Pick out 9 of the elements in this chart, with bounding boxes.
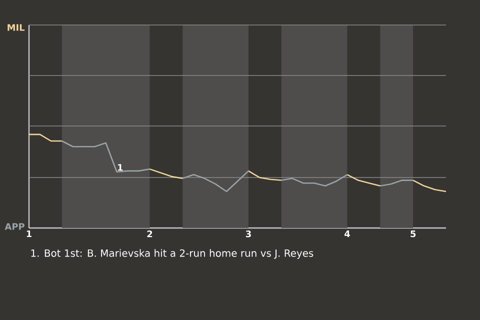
text: MIL: [8, 24, 25, 31]
x-tick-label: 5: [410, 230, 416, 238]
text: 1. Bot 1st: B. Marievska hit a 2-run home run vs J. Reyes: [31, 249, 314, 259]
x-tick-label: 3: [246, 230, 251, 238]
x-tick-label: 2: [147, 230, 152, 238]
annotation: 1: [118, 164, 123, 171]
text: APP: [4, 223, 24, 230]
x-tick-label: 4: [344, 230, 350, 238]
x-tick-label: 1: [26, 230, 32, 238]
